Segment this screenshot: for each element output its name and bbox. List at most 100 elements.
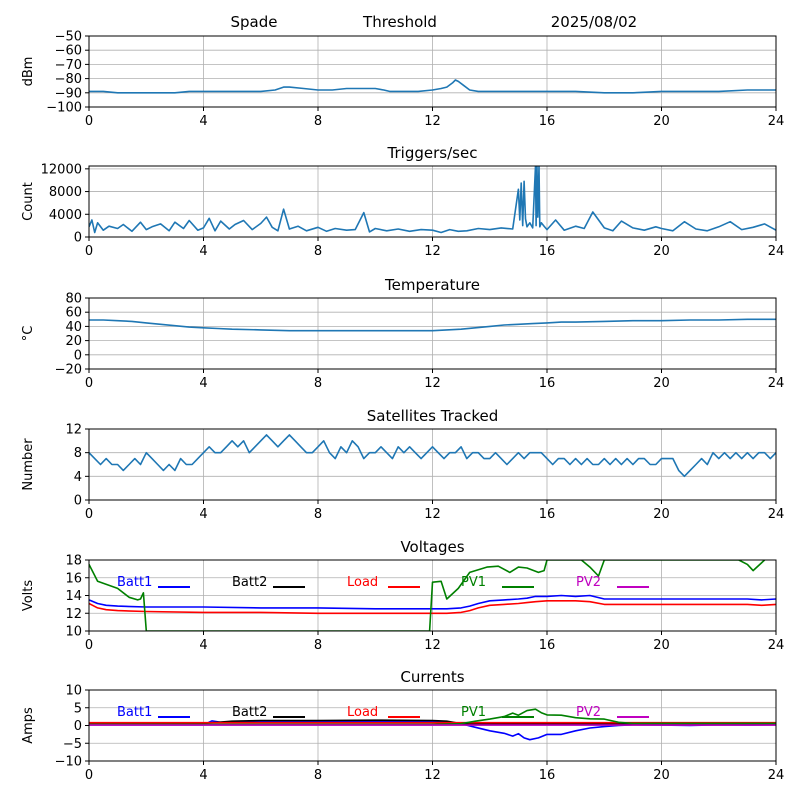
legend-label-batt2: Batt2 xyxy=(232,575,267,590)
satellites-title: Satellites Tracked xyxy=(367,407,498,425)
x-tick-label: 16 xyxy=(539,376,556,391)
x-tick-label: 8 xyxy=(314,768,322,783)
voltages-ylabel: Volts xyxy=(21,580,36,612)
y-tick-label: 0 xyxy=(74,348,82,363)
legend-label-batt2: Batt2 xyxy=(232,705,267,720)
y-tick-label: 12 xyxy=(65,423,82,438)
x-tick-label: 8 xyxy=(314,507,322,522)
voltages-series-line-batt1 xyxy=(89,594,776,610)
x-tick-label: 4 xyxy=(199,244,207,259)
voltages-title: Voltages xyxy=(400,538,464,556)
legend-label-pv1: PV1 xyxy=(461,705,486,720)
y-tick-label: 12 xyxy=(65,607,82,622)
y-tick-label: 40 xyxy=(65,320,82,335)
y-tick-label: −10 xyxy=(55,755,82,770)
triggers-panel: 0 4 8 12 16 20 24 0 4000 8000 12000 Triggers/sec Cou… xyxy=(21,144,784,259)
x-tick-label: 8 xyxy=(314,638,322,653)
y-tick-label: 8 xyxy=(74,446,82,461)
legend-label-pv2: PV2 xyxy=(576,575,601,590)
x-tick-label: 16 xyxy=(539,507,556,522)
x-tick-label: 4 xyxy=(199,638,207,653)
currents-title: Currents xyxy=(400,668,464,686)
legend-label-load: Load xyxy=(347,575,378,590)
rssi-series-line-0 xyxy=(89,79,776,94)
voltages-series-line-pv1 xyxy=(89,560,766,631)
y-tick-label: 0 xyxy=(74,494,82,509)
satellites-series-line-0 xyxy=(89,434,776,478)
temperature-ylabel: °C xyxy=(21,326,36,342)
x-tick-label: 8 xyxy=(314,244,322,259)
triggers-ylabel: Count xyxy=(21,182,36,221)
currents-panel: 0 4 8 12 16 20 24 −10 −5 0 5 10 Currents Amps Batt1 Bat… xyxy=(21,668,784,783)
x-tick-label: 20 xyxy=(653,768,670,783)
satellites-ylabel: Number xyxy=(21,438,36,491)
satellites-panel: 0 4 8 12 16 20 24 0 4 8 12 Satellites Tracked Number xyxy=(21,407,784,522)
x-tick-label: 24 xyxy=(768,114,785,129)
header-mode: Threshold xyxy=(362,13,437,31)
x-tick-label: 24 xyxy=(768,768,785,783)
y-tick-label: −70 xyxy=(55,58,82,73)
y-tick-label: 20 xyxy=(65,334,82,349)
header-site: Spade xyxy=(231,13,278,31)
x-tick-label: 0 xyxy=(85,507,93,522)
x-tick-label: 0 xyxy=(85,376,93,391)
x-tick-label: 12 xyxy=(424,244,441,259)
x-tick-label: 12 xyxy=(424,768,441,783)
x-tick-label: 12 xyxy=(424,638,441,653)
legend-label-batt1: Batt1 xyxy=(117,705,152,720)
y-tick-label: 14 xyxy=(65,589,82,604)
y-tick-label: 18 xyxy=(65,554,82,569)
currents-series-line-pv1 xyxy=(89,708,776,726)
y-tick-label: 4 xyxy=(74,470,82,485)
x-tick-label: 12 xyxy=(424,114,441,129)
x-tick-label: 4 xyxy=(199,768,207,783)
y-tick-label: −50 xyxy=(55,30,82,45)
x-tick-label: 16 xyxy=(539,114,556,129)
triggers-series-line-0 xyxy=(89,166,776,234)
temperature-title: Temperature xyxy=(384,276,480,294)
x-tick-label: 16 xyxy=(539,638,556,653)
x-tick-label: 20 xyxy=(653,376,670,391)
y-tick-label: −5 xyxy=(63,737,82,752)
y-tick-label: −60 xyxy=(55,44,82,59)
y-tick-label: 60 xyxy=(65,306,82,321)
x-tick-label: 0 xyxy=(85,768,93,783)
x-tick-label: 24 xyxy=(768,244,785,259)
x-tick-label: 20 xyxy=(653,244,670,259)
x-tick-label: 20 xyxy=(653,638,670,653)
y-tick-label: 5 xyxy=(74,701,82,716)
y-tick-label: 8000 xyxy=(49,185,82,200)
x-tick-label: 24 xyxy=(768,376,785,391)
x-tick-label: 0 xyxy=(85,244,93,259)
x-tick-label: 4 xyxy=(199,507,207,522)
y-tick-label: 0 xyxy=(74,719,82,734)
rssi-ylabel: dBm xyxy=(21,57,36,87)
x-tick-label: 16 xyxy=(539,768,556,783)
y-tick-label: −90 xyxy=(55,86,82,101)
x-tick-label: 12 xyxy=(424,376,441,391)
voltages-panel: 0 4 8 12 16 20 24 10 12 14 16 18 Voltages Volts Batt1 B… xyxy=(21,538,784,653)
x-tick-label: 16 xyxy=(539,244,556,259)
x-tick-label: 24 xyxy=(768,507,785,522)
x-tick-label: 0 xyxy=(85,114,93,129)
x-tick-label: 4 xyxy=(199,114,207,129)
voltages-series-line-load xyxy=(89,599,776,615)
y-tick-label: 0 xyxy=(74,231,82,246)
header-date: 2025/08/02 xyxy=(551,13,637,31)
x-tick-label: 8 xyxy=(314,376,322,391)
x-tick-label: 4 xyxy=(199,376,207,391)
x-tick-label: 8 xyxy=(314,114,322,129)
y-tick-label: −80 xyxy=(55,72,82,87)
legend-label-pv1: PV1 xyxy=(461,575,486,590)
triggers-title: Triggers/sec xyxy=(387,144,478,162)
legend-label-load: Load xyxy=(347,705,378,720)
y-tick-label: 80 xyxy=(65,292,82,307)
y-tick-label: 10 xyxy=(65,625,82,640)
y-tick-label: 10 xyxy=(65,684,82,699)
y-tick-label: 4000 xyxy=(49,208,82,223)
x-tick-label: 12 xyxy=(424,507,441,522)
x-tick-label: 24 xyxy=(768,638,785,653)
